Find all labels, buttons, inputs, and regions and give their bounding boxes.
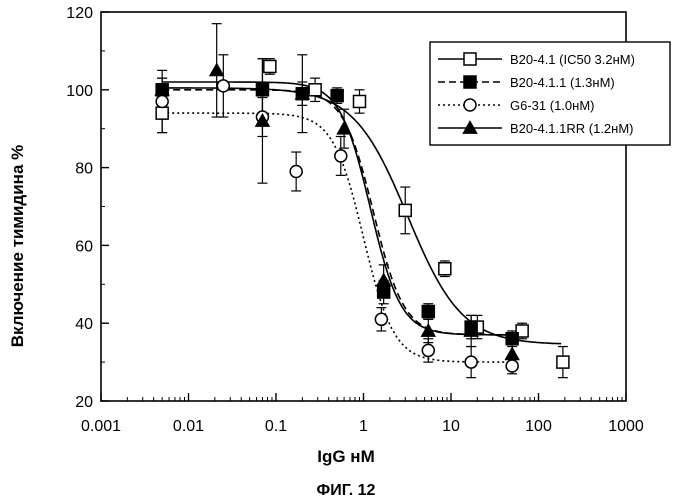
data-point-series-1 [309, 84, 321, 96]
figure-caption: ФИГ. 12 [317, 482, 376, 499]
data-point-series-1 [399, 204, 411, 216]
data-point-series-1 [439, 263, 451, 275]
y-tick-label: 80 [75, 161, 93, 178]
legend-marker [464, 76, 476, 88]
x-axis-title: IgG нМ [317, 447, 374, 466]
x-tick-label: 1000 [608, 418, 644, 435]
data-point-series-1 [353, 95, 365, 107]
data-point-series-2 [506, 333, 518, 345]
data-point-series-3 [375, 313, 387, 325]
data-point-series-3 [465, 356, 477, 368]
data-point-series-2 [256, 84, 268, 96]
legend-marker [464, 99, 476, 111]
data-point-series-3 [422, 344, 434, 356]
x-tick-label: 0.01 [173, 418, 204, 435]
x-tick-label: 1 [359, 418, 368, 435]
legend-marker [464, 53, 476, 65]
x-tick-label: 0.001 [81, 418, 121, 435]
data-point-series-2 [422, 306, 434, 318]
data-point-series-3 [335, 150, 347, 162]
legend-label: G6-31 (1.0нМ) [510, 98, 594, 113]
data-point-series-1 [557, 356, 569, 368]
data-point-series-3 [217, 80, 229, 92]
data-point-series-4 [210, 63, 224, 75]
x-tick-label: 10 [442, 418, 460, 435]
legend-label: B20-4.1.1 (1.3нМ) [510, 75, 615, 90]
x-tick-label: 100 [525, 418, 552, 435]
data-point-series-1 [156, 107, 168, 119]
y-tick-label: 20 [75, 394, 93, 411]
y-tick-label: 100 [66, 83, 93, 100]
y-axis-title: Включение тимидина % [8, 145, 27, 348]
x-tick-label: 0.1 [265, 418, 287, 435]
data-point-series-1 [264, 60, 276, 72]
data-point-series-4 [337, 122, 351, 134]
y-tick-label: 120 [66, 5, 93, 22]
data-point-series-3 [156, 95, 168, 107]
legend: B20-4.1 (IC50 3.2нМ) B20-4.1.1 (1.3нМ) G6-… [430, 42, 670, 145]
y-tick-label: 40 [75, 316, 93, 333]
data-point-series-4 [505, 347, 519, 359]
data-point-series-2 [378, 286, 390, 298]
legend-label: B20-4.1.1RR (1.2нМ) [510, 121, 634, 136]
data-point-series-2 [331, 90, 343, 102]
data-point-series-3 [290, 165, 302, 177]
data-point-series-3 [506, 360, 518, 372]
y-tick-label: 60 [75, 238, 93, 255]
legend-label: B20-4.1 (IC50 3.2нМ) [510, 52, 635, 67]
